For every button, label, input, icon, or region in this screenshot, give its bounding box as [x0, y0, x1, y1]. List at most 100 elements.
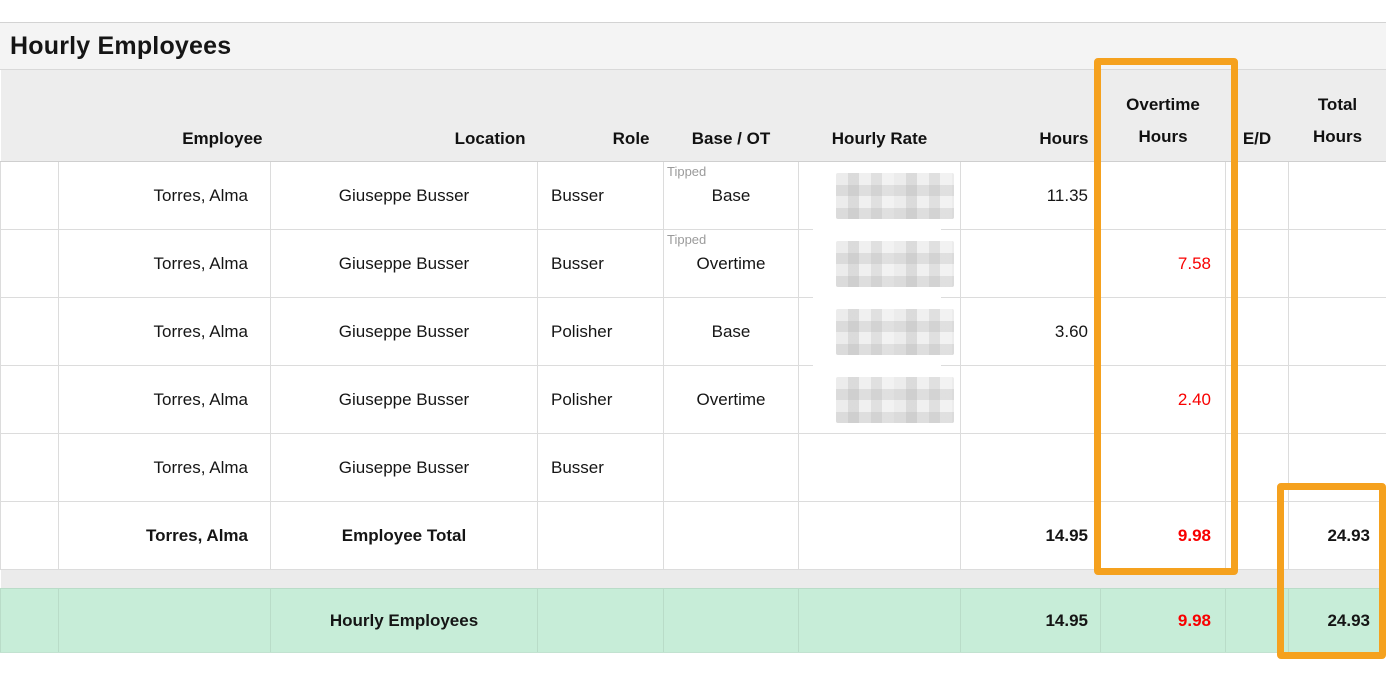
- column-header-total-hours: Total Hours: [1288, 70, 1386, 162]
- redacted-hourly-rate: [836, 240, 954, 287]
- cell-role: Busser: [537, 229, 664, 298]
- cell-hourly-rate: [798, 433, 961, 502]
- table-header: Employee Location Role Base / OT Hourly …: [0, 70, 1386, 162]
- cell-rowmark: [0, 501, 59, 570]
- column-header-employee: Employee: [58, 70, 271, 162]
- top-margin: [0, 0, 1386, 22]
- cell-base-ot: Tipped Overtime: [663, 229, 799, 298]
- base-ot-value: Overtime: [696, 253, 766, 273]
- cell-overtime-hours: 7.58: [1100, 229, 1226, 298]
- group-overtime-hours-total: 9.98: [1100, 588, 1226, 653]
- cell-employee: [58, 588, 271, 653]
- group-hours-total: 14.95: [960, 588, 1101, 653]
- cell-overtime-hours: [1100, 161, 1226, 230]
- cell-location: Giuseppe Busser: [270, 229, 538, 298]
- cell-hourly-rate: [798, 161, 961, 234]
- column-header-rowmark: [0, 70, 59, 162]
- cell-employee: Torres, Alma: [58, 433, 271, 502]
- cell-location: Giuseppe Busser: [270, 433, 538, 502]
- cell-location: Giuseppe Busser: [270, 365, 538, 434]
- cell-base-ot: Overtime: [663, 365, 799, 434]
- cell-role: Busser: [537, 433, 664, 502]
- tipped-label: Tipped: [667, 232, 707, 247]
- cell-overtime-hours: [1100, 433, 1226, 502]
- cell-hourly-rate: [798, 297, 961, 370]
- cell-base-ot: [663, 433, 799, 502]
- group-total-row: Hourly Employees 14.95 9.98 24.93: [0, 588, 1386, 653]
- cell-employee: Torres, Alma: [58, 161, 271, 230]
- hourly-employees-table: Employee Location Role Base / OT Hourly …: [0, 70, 1386, 653]
- cell-role: [537, 501, 664, 570]
- cell-role: Busser: [537, 161, 664, 230]
- cell-ed: [1225, 161, 1289, 230]
- cell-employee: Torres, Alma: [58, 297, 271, 366]
- total-header-line1: Total: [1317, 95, 1358, 114]
- column-header-ed: E/D: [1225, 70, 1289, 162]
- base-ot-value: Base: [711, 321, 751, 341]
- cell-hours: [960, 229, 1101, 298]
- cell-rowmark: [0, 297, 59, 366]
- cell-hours: [960, 365, 1101, 434]
- header-row: Employee Location Role Base / OT Hourly …: [0, 70, 1386, 162]
- cell-ed: [1225, 588, 1289, 653]
- cell-employee: Torres, Alma: [58, 229, 271, 298]
- cell-employee: Torres, Alma: [58, 501, 271, 570]
- page-title: Hourly Employees: [10, 31, 232, 60]
- total-header-line2: Hours: [1312, 127, 1363, 146]
- table-row: Torres, Alma Giuseppe Busser Busser Tipp…: [0, 161, 1386, 234]
- group-total-hours-total: 24.93: [1288, 588, 1386, 653]
- cell-overtime-hours: 2.40: [1100, 365, 1226, 434]
- cell-ed: [1225, 433, 1289, 502]
- cell-rowmark: [0, 588, 59, 653]
- cell-total-hours: [1288, 433, 1386, 502]
- cell-total-hours: [1288, 161, 1386, 230]
- cell-base-ot: [663, 501, 799, 570]
- cell-rowmark: [0, 433, 59, 502]
- cell-base-ot: [663, 588, 799, 653]
- base-ot-value: Overtime: [696, 389, 766, 409]
- section-title-bar: Hourly Employees: [0, 22, 1386, 70]
- overtime-header-line1: Overtime: [1126, 95, 1200, 114]
- cell-hours-total: 14.95: [960, 501, 1101, 570]
- redacted-hourly-rate: [836, 172, 954, 219]
- employee-total-row: Torres, Alma Employee Total 14.95 9.98 2…: [0, 501, 1386, 570]
- cell-total-hours: [1288, 365, 1386, 434]
- cell-ed: [1225, 501, 1289, 570]
- cell-hourly-rate: [798, 365, 961, 434]
- employee-total-label: Employee Total: [270, 501, 538, 570]
- cell-role: Polisher: [537, 365, 664, 434]
- cell-rowmark: [0, 161, 59, 230]
- cell-hours: 3.60: [960, 297, 1101, 366]
- table-row: Torres, Alma Giuseppe Busser Busser: [0, 433, 1386, 502]
- cell-total-hours: [1288, 297, 1386, 366]
- cell-location: Giuseppe Busser: [270, 161, 538, 230]
- table-row: Torres, Alma Giuseppe Busser Busser Tipp…: [0, 229, 1386, 302]
- column-header-location: Location: [270, 70, 538, 162]
- overtime-header-line2: Hours: [1138, 127, 1188, 146]
- redacted-hourly-rate: [836, 376, 954, 423]
- cell-overtime-hours: [1100, 297, 1226, 366]
- spacer-cell: [0, 569, 1386, 589]
- base-ot-value: Base: [711, 185, 751, 205]
- tipped-label: Tipped: [667, 164, 707, 179]
- cell-hours: 11.35: [960, 161, 1101, 230]
- cell-ed: [1225, 229, 1289, 298]
- cell-rowmark: [0, 229, 59, 298]
- group-total-label: Hourly Employees: [270, 588, 538, 653]
- cell-overtime-hours-total: 9.98: [1100, 501, 1226, 570]
- cell-hours: [960, 433, 1101, 502]
- column-header-hourly-rate: Hourly Rate: [798, 70, 961, 162]
- cell-role: [537, 588, 664, 653]
- cell-rowmark: [0, 365, 59, 434]
- cell-base-ot: Base: [663, 297, 799, 366]
- column-header-hours: Hours: [960, 70, 1101, 162]
- cell-hourly-rate: [798, 501, 961, 570]
- spacer-row: [0, 569, 1386, 589]
- cell-hourly-rate: [798, 588, 961, 653]
- cell-role: Polisher: [537, 297, 664, 366]
- cell-total-hours: [1288, 229, 1386, 298]
- cell-ed: [1225, 365, 1289, 434]
- cell-hourly-rate: [798, 229, 961, 302]
- column-header-base-ot: Base / OT: [663, 70, 799, 162]
